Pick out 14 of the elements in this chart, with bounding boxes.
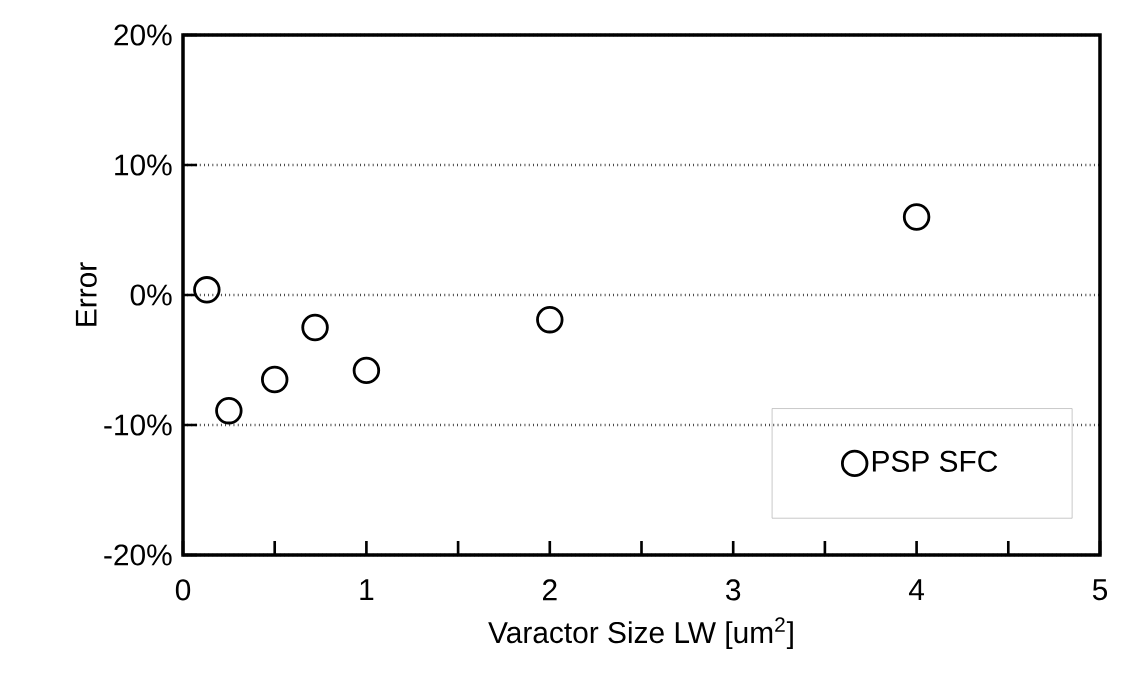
x-tick-label: 4 bbox=[908, 579, 925, 600]
x-tick-label: 5 bbox=[1092, 579, 1108, 601]
x-tick-label: 3 bbox=[726, 579, 741, 601]
y-tick-label: 10% bbox=[115, 154, 172, 176]
y-tick-label: -10% bbox=[104, 414, 172, 436]
y-tick-label: 20% bbox=[114, 24, 172, 46]
x-tick-label: 0 bbox=[175, 579, 191, 601]
y-axis-title: Error bbox=[75, 262, 97, 326]
x-tick-label: 1 bbox=[360, 579, 374, 600]
y-tick-label: 0% bbox=[130, 284, 172, 306]
y-tick-label: -20% bbox=[104, 544, 172, 566]
x-tick-label: 2 bbox=[543, 579, 557, 601]
x-axis-title: Varactor Size LW [um$^{2}$] bbox=[488, 617, 793, 650]
legend-label: PSP SFC bbox=[872, 450, 998, 472]
